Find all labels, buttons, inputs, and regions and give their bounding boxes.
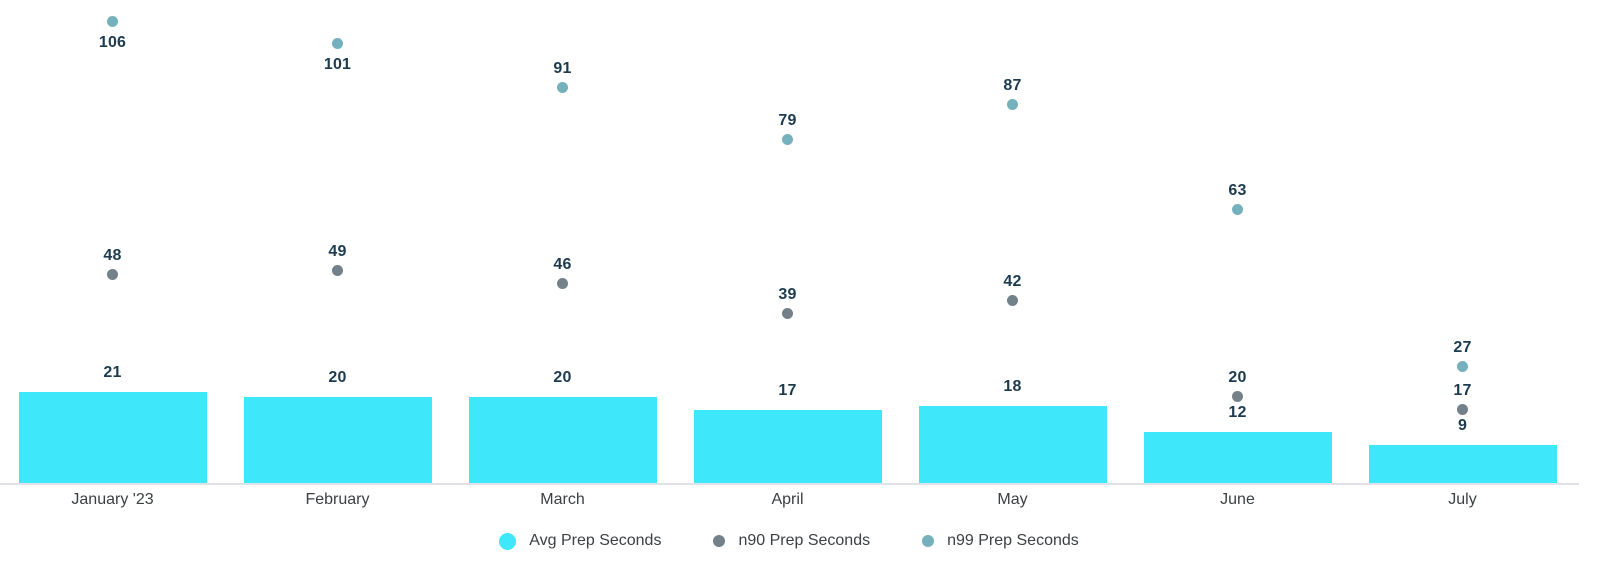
plot-area: 21 48 106 20 49 101 20 46 91 17 39 79 18 42 87 12 20 63 9 1… bbox=[0, 16, 1579, 485]
n99-value-label-may: 87 bbox=[1003, 77, 1022, 95]
n99-value-label-january-23: 106 bbox=[98, 34, 127, 52]
n90-dot-april[interactable] bbox=[782, 308, 793, 320]
bar-june[interactable] bbox=[1143, 431, 1332, 484]
bar-january-23[interactable] bbox=[18, 392, 207, 484]
bar-value-label-may: 18 bbox=[1003, 377, 1022, 395]
n90-value-label-march: 46 bbox=[553, 255, 572, 273]
n99-value-label-march: 91 bbox=[553, 59, 572, 77]
bar-february[interactable] bbox=[243, 396, 432, 484]
n90-value-label-january-23: 48 bbox=[103, 247, 122, 265]
x-tick-july: July bbox=[1448, 491, 1477, 508]
bar-july[interactable] bbox=[1368, 444, 1557, 484]
legend-item-n90-prep-seconds[interactable]: n90 Prep Seconds bbox=[713, 531, 870, 551]
n99-value-label-april: 79 bbox=[778, 112, 797, 130]
n99-dot-may[interactable] bbox=[1007, 99, 1018, 111]
bar-value-label-april: 17 bbox=[778, 381, 797, 399]
n90-value-label-may: 42 bbox=[1003, 273, 1022, 291]
n90-value-label-july: 17 bbox=[1453, 382, 1472, 400]
n90-dot-january-23[interactable] bbox=[107, 269, 118, 281]
x-tick-june: June bbox=[1220, 491, 1255, 508]
n99-dot-february[interactable] bbox=[332, 38, 343, 50]
n90-dot-june[interactable] bbox=[1232, 391, 1243, 403]
bar-april[interactable] bbox=[693, 409, 882, 484]
legend-label-n90-prep-seconds: n90 Prep Seconds bbox=[738, 532, 871, 549]
bar-may[interactable] bbox=[918, 405, 1107, 484]
bar-value-label-january-23: 21 bbox=[103, 364, 122, 382]
n90-dot-july[interactable] bbox=[1457, 404, 1468, 416]
n90-dot-february[interactable] bbox=[332, 264, 343, 276]
x-axis-line bbox=[0, 483, 1579, 485]
x-tick-february: February bbox=[305, 491, 370, 508]
legend-swatch-avg-prep-seconds-icon bbox=[499, 532, 517, 550]
n99-dot-january-23[interactable] bbox=[107, 16, 118, 28]
legend-item-n99-prep-seconds[interactable]: n99 Prep Seconds bbox=[922, 531, 1079, 551]
x-tick-april: April bbox=[771, 491, 804, 508]
x-tick-january-23: January '23 bbox=[71, 491, 154, 508]
bar-march[interactable] bbox=[468, 396, 657, 484]
bar-value-label-june: 12 bbox=[1228, 403, 1247, 421]
legend-label-n99-prep-seconds: n99 Prep Seconds bbox=[947, 532, 1079, 549]
n99-dot-march[interactable] bbox=[557, 81, 568, 93]
n99-value-label-february: 101 bbox=[323, 56, 352, 74]
n99-dot-july[interactable] bbox=[1457, 360, 1468, 372]
legend-swatch-n99-prep-seconds-icon bbox=[922, 535, 935, 547]
legend-label-avg-prep-seconds: Avg Prep Seconds bbox=[529, 532, 662, 549]
n99-dot-april[interactable] bbox=[782, 134, 793, 146]
x-tick-may: May bbox=[997, 491, 1028, 508]
n90-dot-may[interactable] bbox=[1007, 295, 1018, 307]
n90-value-label-april: 39 bbox=[778, 286, 797, 304]
legend: Avg Prep Seconds n90 Prep Seconds n99 Prep… bbox=[0, 531, 1578, 551]
bar-value-label-february: 20 bbox=[328, 368, 347, 386]
n99-dot-june[interactable] bbox=[1232, 203, 1243, 215]
x-tick-march: March bbox=[540, 491, 585, 508]
n90-value-label-june: 20 bbox=[1228, 369, 1247, 387]
bar-value-label-july: 9 bbox=[1457, 416, 1468, 434]
bar-value-label-march: 20 bbox=[553, 368, 572, 386]
n99-value-label-june: 63 bbox=[1228, 181, 1247, 199]
legend-swatch-n90-prep-seconds-icon bbox=[713, 535, 726, 547]
n99-value-label-july: 27 bbox=[1453, 338, 1472, 356]
n90-dot-march[interactable] bbox=[557, 277, 568, 289]
legend-item-avg-prep-seconds[interactable]: Avg Prep Seconds bbox=[499, 531, 661, 551]
n90-value-label-february: 49 bbox=[328, 242, 347, 260]
